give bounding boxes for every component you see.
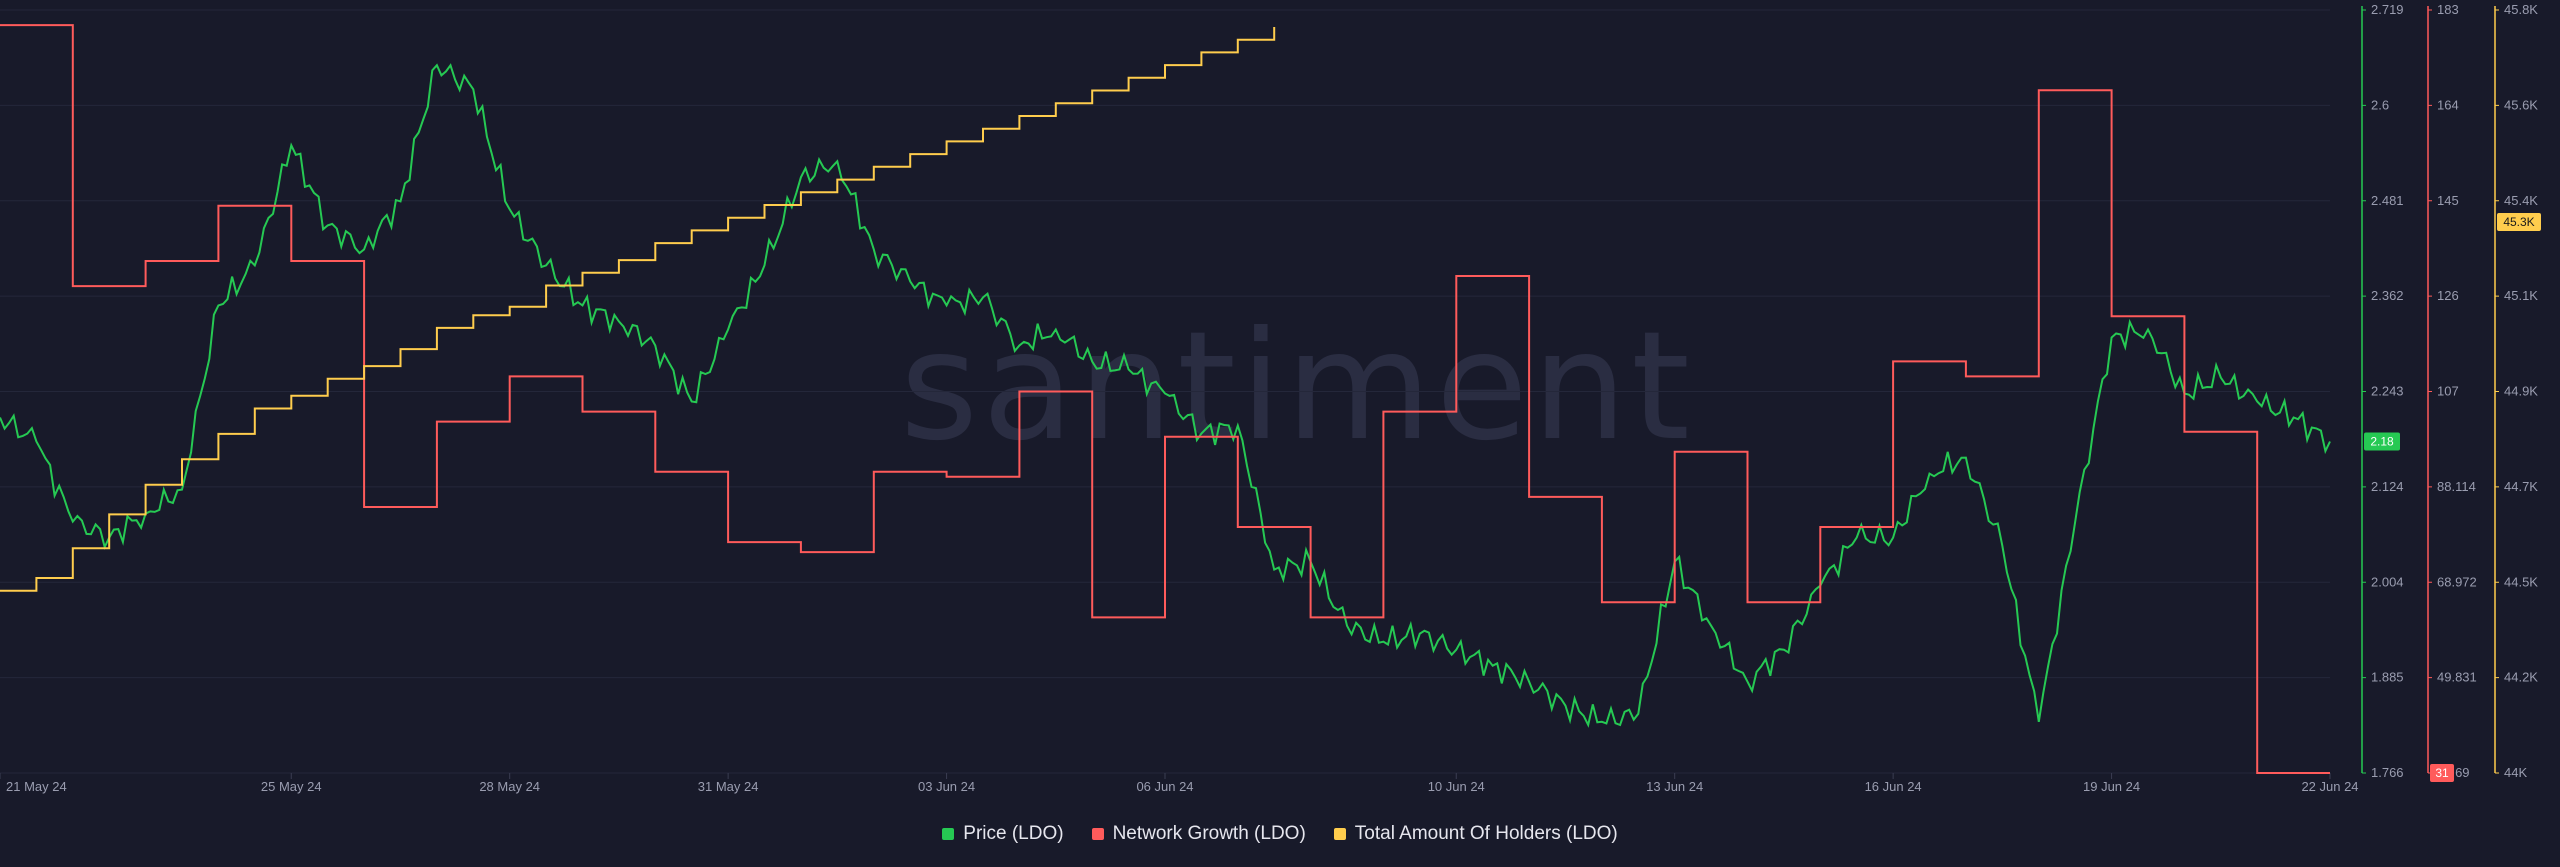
x-tick-label: 28 May 24	[479, 779, 540, 794]
axis-tick-label-holders: 44.7K	[2504, 479, 2538, 494]
axis-tick-label-holders: 44.5K	[2504, 574, 2538, 589]
x-tick-label: 19 Jun 24	[2083, 779, 2140, 794]
series-line-holders	[0, 27, 1276, 592]
axis-tick-label-holders: 45.4K	[2504, 193, 2538, 208]
legend-swatch-holders	[1333, 828, 1346, 840]
legend-label-holders: Total Amount Of Holders (LDO)	[1354, 823, 1618, 844]
axis-tick-label-price: 2.719	[2371, 2, 2404, 17]
axis-tick-label-growth: 49.831	[2437, 670, 2477, 685]
axis-tick-label-price: 2.481	[2371, 193, 2404, 208]
axis-tick-label-price: 1.766	[2371, 765, 2404, 780]
axis-tick-label-holders: 44K	[2504, 765, 2527, 780]
current-value-badge-price	[2364, 432, 2400, 451]
legend-item-network-growth[interactable]: Network Growth (LDO)	[1091, 823, 1306, 845]
current-value-label-holders: 45.3K	[2503, 215, 2534, 229]
legend-label-price: Price (LDO)	[963, 823, 1064, 844]
x-tick-label: 06 Jun 24	[1136, 779, 1193, 794]
current-value-label-growth: 31	[2435, 766, 2449, 780]
axis-tick-label-growth: 164	[2437, 97, 2459, 112]
axis-tick-label-growth: 145	[2437, 193, 2459, 208]
x-tick-label: 10 Jun 24	[1428, 779, 1485, 794]
axis-tick-label-holders: 45.6K	[2504, 97, 2538, 112]
current-value-badge-growth	[2430, 764, 2454, 782]
axis-tick-label-price: 2.004	[2371, 574, 2404, 589]
x-tick-label: 16 Jun 24	[1865, 779, 1922, 794]
x-tick-label: 22 Jun 24	[2301, 779, 2358, 794]
x-tick-label: 03 Jun 24	[918, 779, 975, 794]
x-tick-label: 25 May 24	[261, 779, 322, 794]
legend-label-network-growth: Network Growth (LDO)	[1112, 823, 1306, 844]
legend-item-price[interactable]: Price (LDO)	[942, 823, 1064, 845]
series-line-growth	[0, 24, 2330, 774]
axis-tick-label-growth: 183	[2437, 2, 2459, 17]
watermark: santiment	[900, 300, 1694, 474]
x-tick-label: 13 Jun 24	[1646, 779, 1703, 794]
current-value-badge-holders	[2497, 212, 2541, 231]
legend-swatch-network-growth	[1091, 828, 1104, 840]
legend: Price (LDO) Network Growth (LDO) Total A…	[0, 818, 2560, 850]
legend-swatch-price	[942, 828, 955, 840]
axis-tick-label-growth: 107	[2437, 384, 2459, 399]
axis-tick-label-growth: 88.114	[2437, 479, 2476, 494]
axis-tick-label-growth: 68.972	[2437, 574, 2477, 589]
current-value-label-price: 2.18	[2370, 435, 2394, 449]
axis-tick-label-holders: 44.9K	[2504, 384, 2538, 399]
axis-tick-label-price: 2.243	[2371, 384, 2404, 399]
axis-tick-label-price: 1.885	[2371, 670, 2404, 685]
axis-tick-label-price: 2.6	[2371, 97, 2389, 112]
legend-item-holders[interactable]: Total Amount Of Holders (LDO)	[1333, 823, 1618, 845]
axis-tick-label-holders: 44.2K	[2504, 670, 2538, 685]
axis-tick-label-price: 2.362	[2371, 288, 2404, 303]
axis-tick-label-holders: 45.8K	[2504, 2, 2538, 17]
axis-tick-label-growth: 126	[2437, 288, 2459, 303]
x-tick-label: 31 May 24	[698, 779, 759, 794]
axis-tick-label-holders: 45.1K	[2504, 288, 2538, 303]
series-line-price	[0, 63, 2331, 728]
axis-tick-label-price: 2.124	[2371, 479, 2404, 494]
x-tick-label: 21 May 24	[6, 779, 67, 794]
